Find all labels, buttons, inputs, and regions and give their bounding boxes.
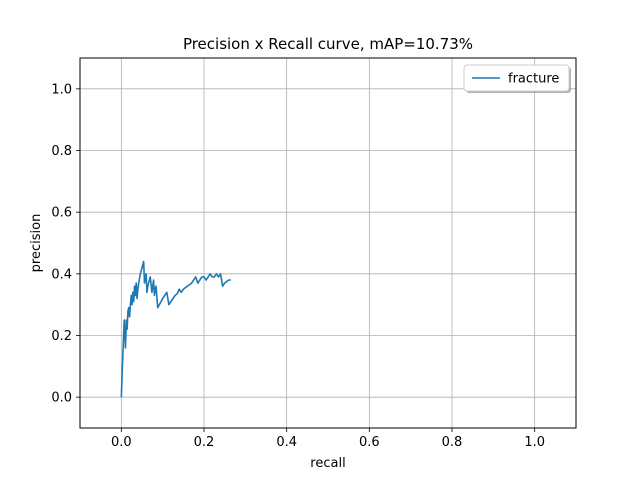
x-tick-label: 0.0 xyxy=(111,435,132,450)
chart-title: Precision x Recall curve, mAP=10.73% xyxy=(183,35,473,53)
x-axis-label: recall xyxy=(310,456,345,471)
x-tick-label: 0.2 xyxy=(194,435,215,450)
y-tick-label: 1.0 xyxy=(51,82,72,97)
legend: fracture xyxy=(463,64,571,93)
series-layer xyxy=(120,260,231,398)
y-tick-label: 0.8 xyxy=(51,144,72,159)
y-tick-label: 0.2 xyxy=(51,329,72,344)
legend-box xyxy=(463,64,570,92)
y-tick-label: 0.6 xyxy=(51,206,72,221)
y-axis-label: precision xyxy=(29,214,44,273)
x-tick-label: 1.0 xyxy=(524,435,545,450)
x-tick-label: 0.8 xyxy=(442,435,463,450)
y-tick-label: 0.0 xyxy=(51,391,72,406)
series-line-0 xyxy=(120,260,231,398)
x-tick-label: 0.4 xyxy=(276,435,297,450)
legend-label: fracture xyxy=(508,72,559,87)
grid-lines xyxy=(80,58,576,428)
axis-ticks: 0.0 0.2 0.4 0.6 0.8 1.0 0.0 0.2 0.4 0.6 0.8 1.0 xyxy=(51,82,545,450)
y-tick-label: 0.4 xyxy=(51,267,72,282)
plot-area xyxy=(79,57,577,429)
x-tick-label: 0.6 xyxy=(359,435,380,450)
